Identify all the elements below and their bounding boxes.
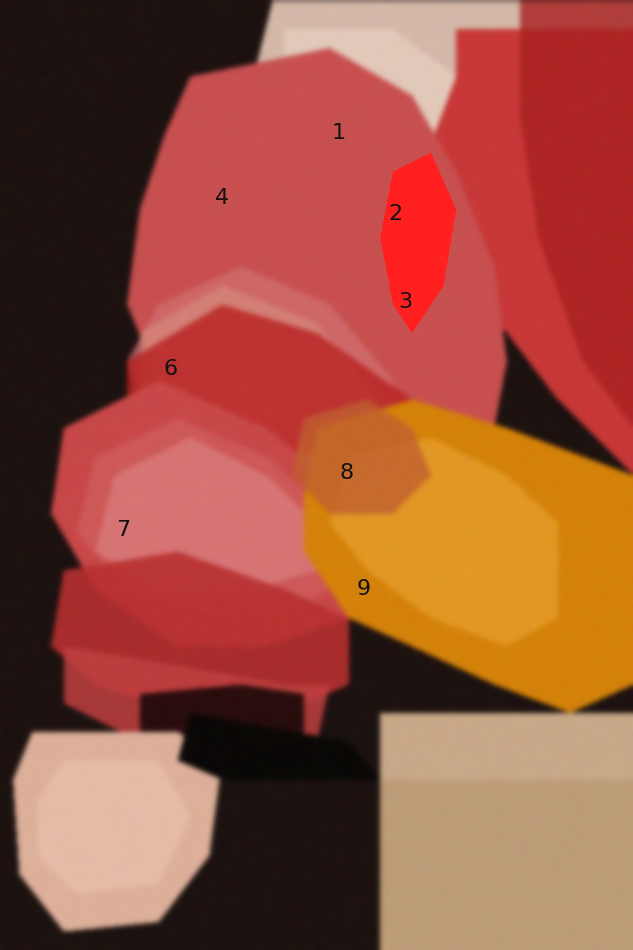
Text: 1: 1 [332,123,346,143]
Text: 4: 4 [215,187,229,208]
Text: 8: 8 [340,463,354,484]
Text: 2: 2 [389,203,403,224]
Text: 7: 7 [116,520,130,541]
Text: 3: 3 [398,292,412,313]
Text: 6: 6 [164,358,178,379]
Text: 9: 9 [357,579,371,599]
